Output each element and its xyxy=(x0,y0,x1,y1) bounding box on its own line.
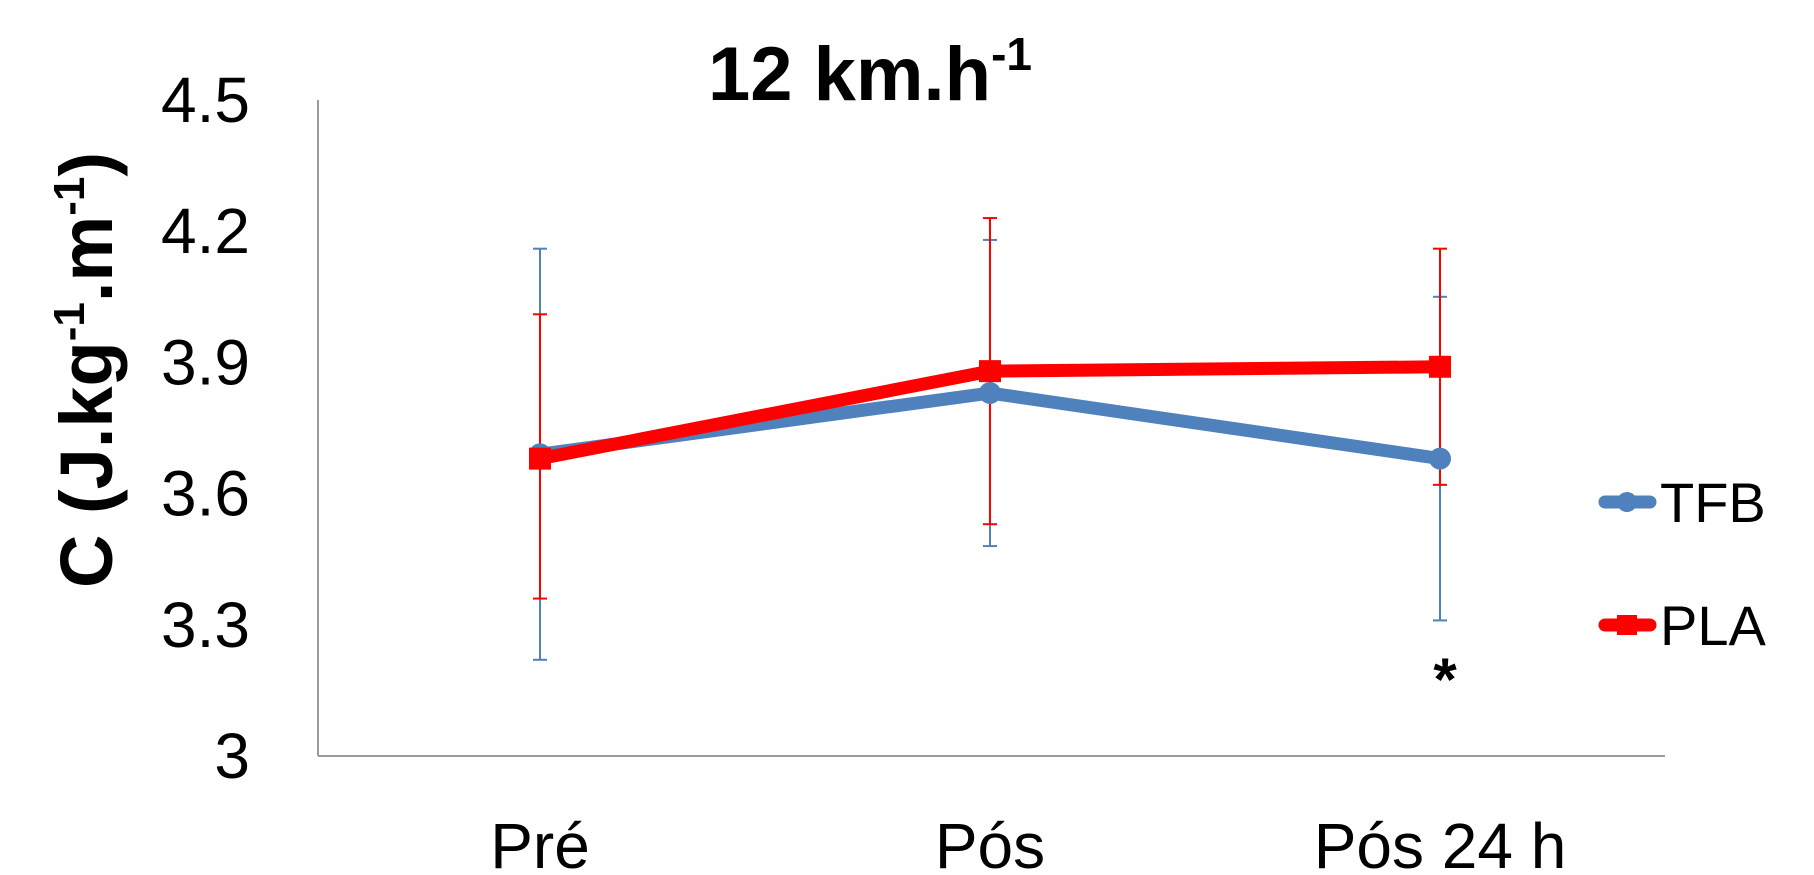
y-axis-label-prefix: C (J.kg xyxy=(45,341,128,588)
annotations: * xyxy=(1433,646,1457,713)
x-tick-label: Pós xyxy=(935,810,1045,875)
y-tick-labels: 3 3.3 3.6 3.9 4.2 4.5 xyxy=(161,64,250,792)
y-tick-label: 4.2 xyxy=(161,195,250,267)
y-tick-label: 3.9 xyxy=(161,326,250,398)
y-axis-label-sup2: -1 xyxy=(45,177,94,216)
y-axis-label-suffix: ) xyxy=(45,152,128,177)
legend: TFB PLA xyxy=(1598,471,1766,657)
legend-marker-tfb xyxy=(1617,492,1637,512)
y-axis-label-middle: .m xyxy=(45,216,128,302)
x-tick-label: Pós 24 h xyxy=(1314,810,1567,875)
y-axis-label: C (J.kg-1.m-1) xyxy=(45,152,128,588)
legend-marker-pla xyxy=(1617,615,1637,635)
significance-annotation: * xyxy=(1433,646,1457,713)
data-point-pla xyxy=(979,360,1001,383)
chart-title-text: 12 km.h xyxy=(708,32,991,117)
chart-title-superscript: -1 xyxy=(991,28,1032,80)
y-tick-label: 3.3 xyxy=(161,589,250,661)
legend-label-pla: PLA xyxy=(1660,594,1766,657)
data-point-tfb xyxy=(1429,447,1451,470)
data-point-tfb xyxy=(979,382,1001,405)
series-markers xyxy=(529,355,1451,470)
x-tick-labels: Pré Pós Pós 24 h xyxy=(490,810,1566,875)
legend-label-tfb: TFB xyxy=(1660,471,1766,534)
y-axis-label-sup1: -1 xyxy=(45,302,94,341)
y-tick-label: 3 xyxy=(214,720,250,792)
chart-title: 12 km.h-1 xyxy=(708,28,1032,117)
data-point-pla xyxy=(1429,355,1451,378)
y-tick-label: 4.5 xyxy=(161,64,250,136)
x-tick-label: Pré xyxy=(490,810,590,875)
y-tick-label: 3.6 xyxy=(161,458,250,530)
data-point-pla xyxy=(529,447,551,470)
